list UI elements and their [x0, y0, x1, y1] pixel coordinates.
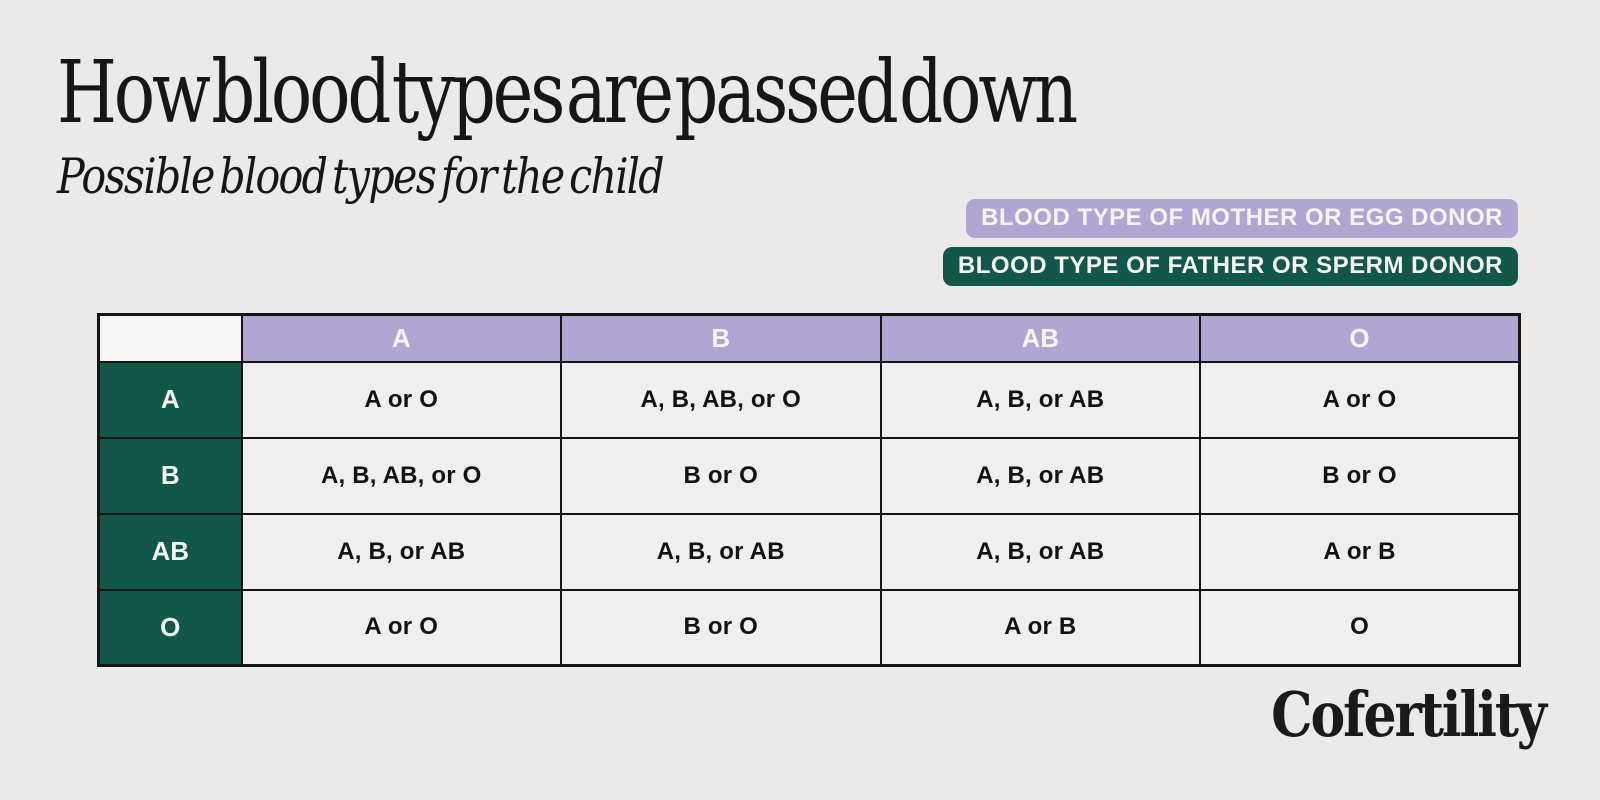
- legend-badge-mother: BLOOD TYPE OF MOTHER OR EGG DONOR: [966, 199, 1518, 238]
- table-cell-b-b: B or O: [560, 436, 882, 515]
- table-cell-a-a: A or O: [240, 360, 562, 439]
- row-header-ab: AB: [97, 512, 243, 591]
- corner-cell: [97, 313, 243, 363]
- table-cell-o-a: A or O: [240, 588, 562, 667]
- page-subtitle: Possible blood types for the child: [57, 148, 665, 205]
- column-header-o: O: [1199, 313, 1521, 363]
- table-cell-o-b: B or O: [560, 588, 882, 667]
- table-cell-b-ab: A, B, or AB: [879, 436, 1201, 515]
- row-header-o: O: [97, 588, 243, 667]
- row-header-a: A: [97, 360, 243, 439]
- column-header-b: B: [560, 313, 882, 363]
- legend: BLOOD TYPE OF MOTHER OR EGG DONOR BLOOD …: [942, 199, 1518, 286]
- table-cell-ab-a: A, B, or AB: [240, 512, 562, 591]
- table-cell-ab-ab: A, B, or AB: [879, 512, 1201, 591]
- legend-badge-father: BLOOD TYPE OF FATHER OR SPERM DONOR: [942, 247, 1518, 286]
- blood-type-table: A B AB O A A or O A, B, AB, or O A, B, o…: [97, 313, 1521, 667]
- table-cell-o-o: O: [1199, 588, 1521, 667]
- column-header-a: A: [240, 313, 562, 363]
- table-cell-o-ab: A or B: [879, 588, 1201, 667]
- page-title: How blood types are passed down: [57, 43, 1078, 143]
- brand-logo: Cofertility: [1271, 678, 1547, 751]
- table-cell-ab-o: A or B: [1199, 512, 1521, 591]
- table-cell-a-b: A, B, AB, or O: [560, 360, 882, 439]
- table-cell-b-o: B or O: [1199, 436, 1521, 515]
- row-header-b: B: [97, 436, 243, 515]
- table-cell-b-a: A, B, AB, or O: [240, 436, 562, 515]
- table-cell-ab-b: A, B, or AB: [560, 512, 882, 591]
- table-cell-a-o: A or O: [1199, 360, 1521, 439]
- table-cell-a-ab: A, B, or AB: [879, 360, 1201, 439]
- column-header-ab: AB: [879, 313, 1201, 363]
